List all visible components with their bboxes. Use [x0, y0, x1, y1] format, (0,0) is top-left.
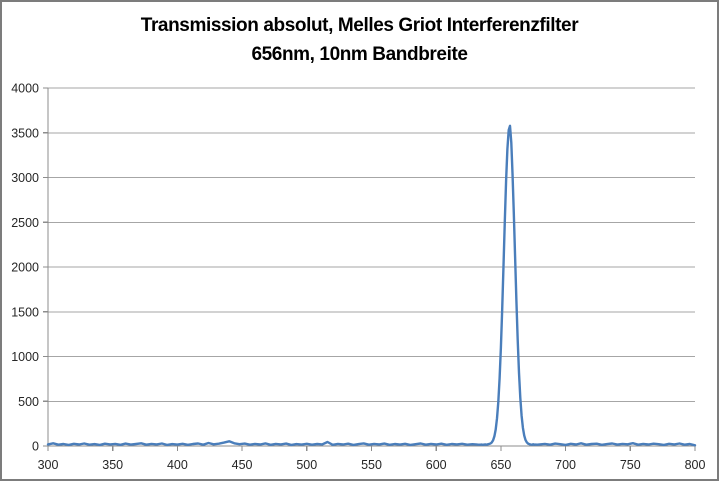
x-tick-label: 550: [361, 458, 382, 472]
x-tick-label: 450: [232, 458, 253, 472]
x-tick-label: 700: [555, 458, 576, 472]
y-tick-label: 0: [32, 440, 39, 454]
y-tick-label: 3500: [11, 126, 39, 140]
series-line-transmission: [46, 124, 697, 447]
y-tick-label: 500: [18, 395, 39, 409]
y-tick-label: 4000: [11, 82, 39, 96]
y-tick-label: 2500: [11, 216, 39, 230]
chart-title: Transmission absolut, Melles Griot Inter…: [2, 11, 717, 69]
x-tick-label: 650: [490, 458, 511, 472]
y-tick-label: 3000: [11, 171, 39, 185]
chart-title-line1: Transmission absolut, Melles Griot Inter…: [140, 15, 579, 36]
x-tick-label: 600: [426, 458, 447, 472]
y-tick-label: 1500: [11, 305, 39, 319]
chart-title-line2: 656nm, 10nm Bandbreite: [251, 44, 468, 65]
y-tick-label: 1000: [11, 350, 39, 364]
x-tick-label: 400: [167, 458, 188, 472]
x-tick-label: 800: [685, 458, 706, 472]
x-tick-label: 300: [38, 458, 59, 472]
y-tick-label: 2000: [11, 261, 39, 275]
x-tick-label: 750: [620, 458, 641, 472]
x-tick-label: 350: [102, 458, 123, 472]
x-tick-label: 500: [296, 458, 317, 472]
